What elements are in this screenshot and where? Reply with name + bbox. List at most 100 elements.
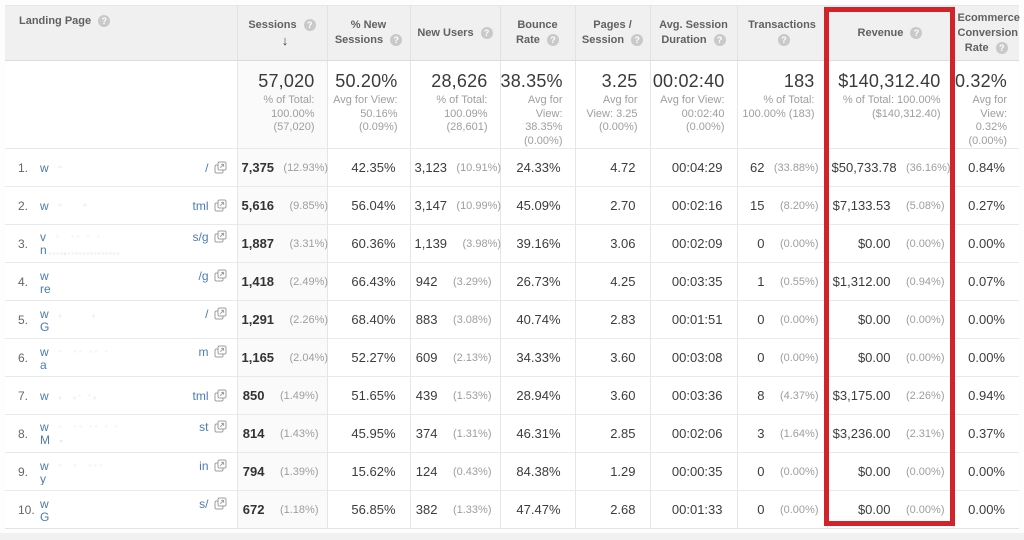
summary-conversion-rate: 0.32% Avg for View: 0.32% (0.00%) — [953, 60, 1019, 149]
revenue-percent: (0.00%) — [905, 237, 945, 250]
summary-value: $140,312.40 — [838, 71, 941, 91]
url-fragment-start[interactable]: w — [40, 344, 49, 359]
external-link-icon[interactable] — [214, 307, 227, 320]
url-fragment-start[interactable]: w — [40, 458, 49, 473]
landing-page-link[interactable]: w · ·· ·· · m a — [40, 345, 227, 371]
help-icon[interactable]: ? — [995, 41, 1008, 54]
external-link-icon[interactable] — [214, 269, 227, 282]
url-fragment-end[interactable]: m — [198, 344, 209, 359]
url-fragment-line2[interactable]: re — [40, 281, 51, 295]
external-link-icon[interactable] — [214, 345, 227, 358]
sessions-percent: (1.49%) — [279, 389, 319, 402]
external-link-icon[interactable] — [214, 199, 227, 212]
column-header-landing-page[interactable]: Landing Page ? — [5, 5, 238, 61]
page-bottom-strip — [0, 533, 1024, 540]
column-header-bounce-rate[interactable]: Bounce Rate ? — [500, 5, 576, 61]
column-header-transactions[interactable]: Transactions ? — [737, 5, 828, 61]
column-header-sessions[interactable]: Sessions ? ↓ — [237, 5, 328, 61]
help-icon[interactable]: ? — [480, 26, 493, 39]
new-users-percent: (1.31%) — [452, 427, 492, 440]
url-fragment-line2[interactable]: a — [40, 357, 47, 371]
url-fragment-start[interactable]: w — [40, 388, 49, 403]
help-icon[interactable]: ? — [631, 34, 644, 47]
landing-page-link[interactable]: w - / — [40, 161, 227, 175]
landing-page-link[interactable]: w , , / G — [40, 307, 227, 333]
help-icon[interactable]: ? — [713, 34, 726, 47]
url-fragment-end[interactable]: tml — [192, 388, 209, 403]
url-fragment-start[interactable]: w — [40, 198, 49, 213]
help-icon[interactable]: ? — [98, 15, 111, 28]
summary-bounce-rate: 38.35% Avg for View: 38.35% (0.00%) — [500, 60, 576, 149]
url-fragment-end[interactable]: / — [205, 160, 209, 175]
new-users-value: 3,123 — [414, 160, 448, 175]
landing-page-link[interactable]: w /g re — [40, 269, 227, 295]
new-users-percent: (10.99%) — [456, 199, 502, 212]
revenue-cell: $0.00 (0.00%) — [827, 490, 954, 529]
conversion-rate-cell: 0.00% — [953, 300, 1019, 339]
new-users-value: 382 — [415, 502, 438, 517]
new-users-percent: (0.43%) — [452, 465, 492, 478]
url-fragment-start[interactable]: v — [40, 229, 46, 244]
url-fragment-end[interactable]: tml — [192, 198, 209, 213]
url-fragment-start[interactable]: w — [40, 306, 49, 321]
landing-page-link[interactable]: w - - tml — [40, 199, 227, 213]
url-fragment-end[interactable]: /g — [198, 268, 209, 283]
column-header-session-duration[interactable]: Avg. Session Duration ? — [650, 5, 738, 61]
landing-page-link[interactable]: w , ,· ·, tml — [40, 389, 227, 403]
url-fragment-start[interactable]: w — [40, 496, 49, 511]
sessions-value: 672 — [242, 502, 265, 517]
new-users-percent: (2.13%) — [452, 351, 492, 364]
url-fragment-start[interactable]: w — [40, 160, 49, 175]
landing-page-link[interactable]: v · ·· · · s/g n...., — [40, 230, 227, 258]
external-link-icon[interactable] — [214, 497, 227, 510]
column-header-revenue[interactable]: Revenue ? — [827, 5, 954, 61]
revenue-value: $0.00 — [857, 312, 891, 327]
row-rank: 1. — [18, 160, 29, 175]
url-fragment-line2[interactable]: M — [40, 432, 50, 447]
revenue-cell: $3,175.00 (2.26%) — [827, 376, 954, 415]
external-link-icon[interactable] — [214, 389, 227, 402]
summary-subtext: Avg for View: 50.16% (0.09%) — [333, 94, 398, 133]
url-redacted-text: · · ··· — [58, 460, 105, 471]
sort-descending-icon[interactable]: ↓ — [281, 32, 289, 48]
help-icon[interactable]: ? — [910, 26, 923, 39]
revenue-value: $0.00 — [857, 350, 891, 365]
column-header-pages-session[interactable]: Pages / Session ? — [575, 5, 651, 61]
column-header-ecommerce-conversion-rate[interactable]: Ecommerce Conversion Rate ? — [953, 5, 1020, 61]
summary-value: 3.25 — [601, 71, 638, 91]
column-header-new-users[interactable]: New Users ? — [410, 5, 501, 61]
sessions-cell: 1,418 (2.49%) — [237, 262, 328, 301]
url-fragment-end[interactable]: s/g — [192, 229, 209, 244]
revenue-percent: (5.08%) — [905, 199, 945, 212]
table-row: 6. w · ·· ·· · m — [5, 338, 1019, 377]
landing-page-link[interactable]: w · · ··· in y — [40, 459, 227, 485]
sessions-cell: 794 (1.39%) — [237, 452, 328, 491]
url-fragment-line2[interactable]: G — [40, 509, 50, 523]
landing-page-link[interactable]: w s/ G — [40, 497, 227, 523]
url-fragment-line2[interactable]: n — [40, 242, 47, 257]
external-link-icon[interactable] — [214, 459, 227, 472]
help-icon[interactable]: ? — [303, 18, 316, 31]
transactions-value: 1 — [757, 274, 765, 289]
external-link-icon[interactable] — [214, 420, 227, 433]
column-label: % New Sessions — [334, 19, 387, 46]
help-icon[interactable]: ? — [546, 34, 559, 47]
sessions-value: 850 — [242, 388, 265, 403]
url-fragment-end[interactable]: st — [199, 419, 209, 434]
column-header-new-sessions[interactable]: % New Sessions ? — [327, 5, 411, 61]
url-fragment-end[interactable]: in — [199, 458, 209, 473]
url-fragment-end[interactable]: / — [205, 306, 209, 321]
session-duration-cell: 00:02:09 — [650, 224, 738, 263]
url-fragment-start[interactable]: w — [40, 419, 49, 434]
external-link-icon[interactable] — [214, 161, 227, 174]
landing-page-link[interactable]: w · ·· ·· · · st M - — [40, 420, 227, 448]
transactions-percent: (0.00%) — [779, 503, 819, 516]
help-icon[interactable]: ? — [778, 34, 790, 47]
url-fragment-line2[interactable]: G — [40, 319, 50, 333]
external-link-icon[interactable] — [214, 230, 227, 243]
help-icon[interactable]: ? — [390, 34, 403, 47]
url-fragment-end[interactable]: s/ — [199, 496, 209, 511]
url-fragment-start[interactable]: w — [40, 268, 49, 283]
url-fragment-line2[interactable]: y — [40, 471, 46, 485]
revenue-percent: (0.00%) — [905, 465, 945, 478]
